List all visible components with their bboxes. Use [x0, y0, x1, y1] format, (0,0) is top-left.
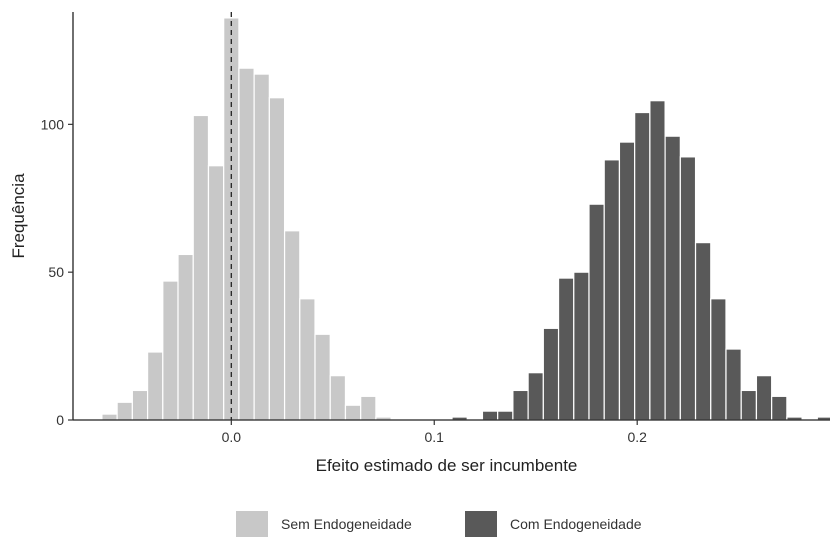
bar-com-19: [755, 375, 773, 421]
bar-com-17: [725, 348, 742, 421]
bar-sem-2: [131, 389, 149, 421]
bar-sem-7: [207, 165, 225, 421]
bar-sem-12: [283, 230, 301, 421]
legend-swatch-com: [465, 511, 497, 537]
bar-sem-4: [162, 280, 179, 421]
bar-sem-6: [192, 114, 210, 421]
legend: Sem Endogeneidade Com Endogeneidade: [236, 511, 642, 537]
bar-com-5: [542, 327, 560, 421]
bar-sem-17: [360, 395, 377, 421]
x-tick-label: 0.0: [222, 429, 242, 445]
bar-sem-0: [101, 413, 118, 421]
bar-com-18: [740, 389, 758, 421]
bar-sem-16: [344, 404, 362, 421]
ticks-layer: 0.0 0.1 0.2 0 50 100: [41, 116, 647, 445]
y-tick-label: 0: [56, 412, 64, 428]
bar-com-14: [679, 156, 697, 421]
bar-com-9: [603, 159, 621, 421]
x-tick-label: 0.2: [627, 429, 647, 445]
bar-sem-13: [299, 298, 316, 421]
x-tick-label: 0.1: [425, 429, 445, 445]
bar-sem-10: [253, 73, 270, 421]
axes-layer: [72, 12, 830, 421]
legend-label-sem: Sem Endogeneidade: [281, 516, 412, 532]
legend-label-com: Com Endogeneidade: [510, 516, 642, 532]
y-tick-label: 50: [48, 264, 64, 280]
bar-com-13: [664, 135, 681, 421]
bar-sem-3: [146, 351, 164, 421]
y-tick-label: 100: [41, 116, 65, 132]
bar-sem-1: [116, 401, 133, 421]
bar-com-15: [694, 242, 712, 421]
bar-com-16: [710, 298, 727, 421]
bar-com-11: [634, 111, 651, 421]
bar-com-10: [618, 141, 636, 421]
bars-layer: [101, 17, 830, 421]
bar-sem-11: [268, 97, 286, 421]
bar-com-8: [588, 203, 605, 421]
bar-com-12: [649, 100, 666, 421]
bar-com-3: [512, 389, 529, 421]
bar-com-20: [771, 395, 788, 421]
bar-sem-9: [238, 67, 255, 421]
x-axis-title: Efeito estimado de ser incumbente: [316, 456, 578, 475]
bar-com-4: [527, 372, 544, 421]
bar-com-6: [557, 277, 575, 421]
bar-sem-14: [314, 333, 331, 421]
bar-com-2: [497, 410, 514, 421]
bar-sem-15: [329, 375, 347, 421]
bar-sem-5: [177, 253, 194, 421]
legend-swatch-sem: [236, 511, 268, 537]
bar-com-1: [481, 410, 499, 421]
bar-com-7: [573, 271, 590, 421]
y-axis-title: Frequência: [9, 173, 28, 259]
